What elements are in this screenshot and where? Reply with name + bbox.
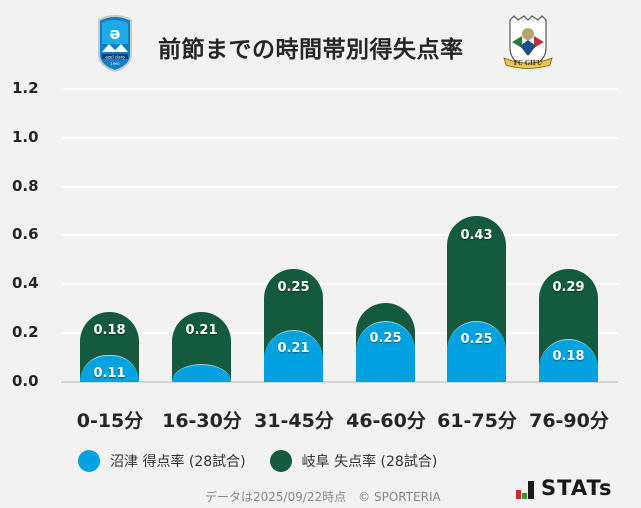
legend-swatch-green-icon bbox=[269, 450, 292, 472]
bar-chart: 1.2 1.0 0.8 0.6 0.4 0.2 0.0 0.18 0.11 0.… bbox=[12, 79, 618, 432]
x-tick-label: 46-60分 bbox=[346, 410, 426, 432]
home-scored-segment bbox=[539, 339, 598, 382]
legend-item-away-conceded: 岐阜 失点率 (28試合) bbox=[269, 450, 438, 472]
gridline-0.8 bbox=[61, 186, 618, 188]
gridline-0.6 bbox=[61, 234, 618, 236]
legend-label: 沼津 得点率 (28試合) bbox=[110, 454, 246, 470]
gridline-0.2 bbox=[61, 332, 618, 334]
value-label: 0.29 bbox=[552, 280, 585, 295]
y-tick: 1.2 bbox=[12, 79, 39, 97]
gridline-1.2 bbox=[61, 88, 618, 90]
value-label: 0.25 bbox=[369, 331, 402, 346]
brand-name: STATs bbox=[541, 476, 613, 500]
y-tick: 0.6 bbox=[12, 225, 39, 243]
y-tick: 0.0 bbox=[12, 372, 39, 390]
gridline-0.4 bbox=[61, 283, 618, 285]
x-tick-label: 0-15分 bbox=[76, 410, 144, 432]
home-scored-segment bbox=[264, 330, 323, 382]
gridline-1.0 bbox=[61, 137, 618, 139]
away-team-crest-icon: FC GIFU bbox=[503, 15, 553, 69]
y-tick: 0.2 bbox=[12, 323, 39, 341]
y-tick: 0.4 bbox=[12, 274, 39, 292]
x-tick-label: 76-90分 bbox=[529, 410, 609, 432]
y-tick: 0.8 bbox=[12, 177, 39, 195]
value-label: 0.25 bbox=[277, 280, 310, 295]
svg-text:azul claro: azul claro bbox=[105, 55, 125, 60]
value-label: 0.25 bbox=[460, 332, 493, 347]
x-tick-label: 61-75分 bbox=[437, 410, 517, 432]
bar-group-0-15: 0.18 0.11 bbox=[80, 312, 139, 382]
stats-bars-icon bbox=[516, 479, 535, 499]
data-source-note: データは2025/09/22時点 © SPORTERIA bbox=[205, 490, 441, 504]
x-axis-line bbox=[61, 381, 618, 383]
value-label: 0.18 bbox=[93, 323, 126, 338]
svg-text:1990: 1990 bbox=[111, 62, 120, 66]
legend-label: 岐阜 失点率 (28試合) bbox=[301, 454, 438, 470]
y-tick: 1.0 bbox=[12, 128, 39, 146]
home-team-crest-icon: ə azul claro 1990 bbox=[98, 15, 132, 72]
value-label: 0.21 bbox=[277, 341, 310, 356]
value-label: 0.21 bbox=[185, 323, 218, 338]
x-tick-label: 31-45分 bbox=[254, 410, 334, 432]
chart-title: 前節までの時間帯別得失点率 bbox=[158, 37, 464, 63]
stats-brand-logo: STATs bbox=[516, 477, 612, 499]
x-tick-label: 16-30分 bbox=[162, 410, 242, 432]
home-scored-segment bbox=[356, 321, 415, 382]
legend-swatch-blue-icon bbox=[78, 450, 100, 472]
svg-text:ə: ə bbox=[110, 24, 121, 43]
bar-group-16-30: 0.21 bbox=[172, 312, 231, 382]
home-scored-segment bbox=[447, 321, 506, 382]
value-label: 0.43 bbox=[460, 228, 493, 243]
chart-header: ə azul claro 1990 前節までの時間帯別得失点率 FC GIFU bbox=[0, 10, 641, 74]
home-scored-segment bbox=[172, 364, 231, 382]
svg-text:FC GIFU: FC GIFU bbox=[514, 60, 543, 67]
value-label: 0.11 bbox=[93, 366, 126, 381]
bar-group-76-90: 0.29 0.18 bbox=[539, 269, 598, 382]
chart-legend: 沼津 得点率 (28試合) 岐阜 失点率 (28試合) bbox=[78, 450, 461, 472]
bar-group-31-45: 0.25 0.21 bbox=[264, 269, 323, 382]
value-label: 0.18 bbox=[552, 349, 585, 364]
bar-group-46-60: 0.25 bbox=[356, 303, 415, 382]
bar-group-61-75: 0.43 0.25 bbox=[447, 216, 506, 382]
legend-item-home-scored: 沼津 得点率 (28試合) bbox=[78, 450, 246, 472]
